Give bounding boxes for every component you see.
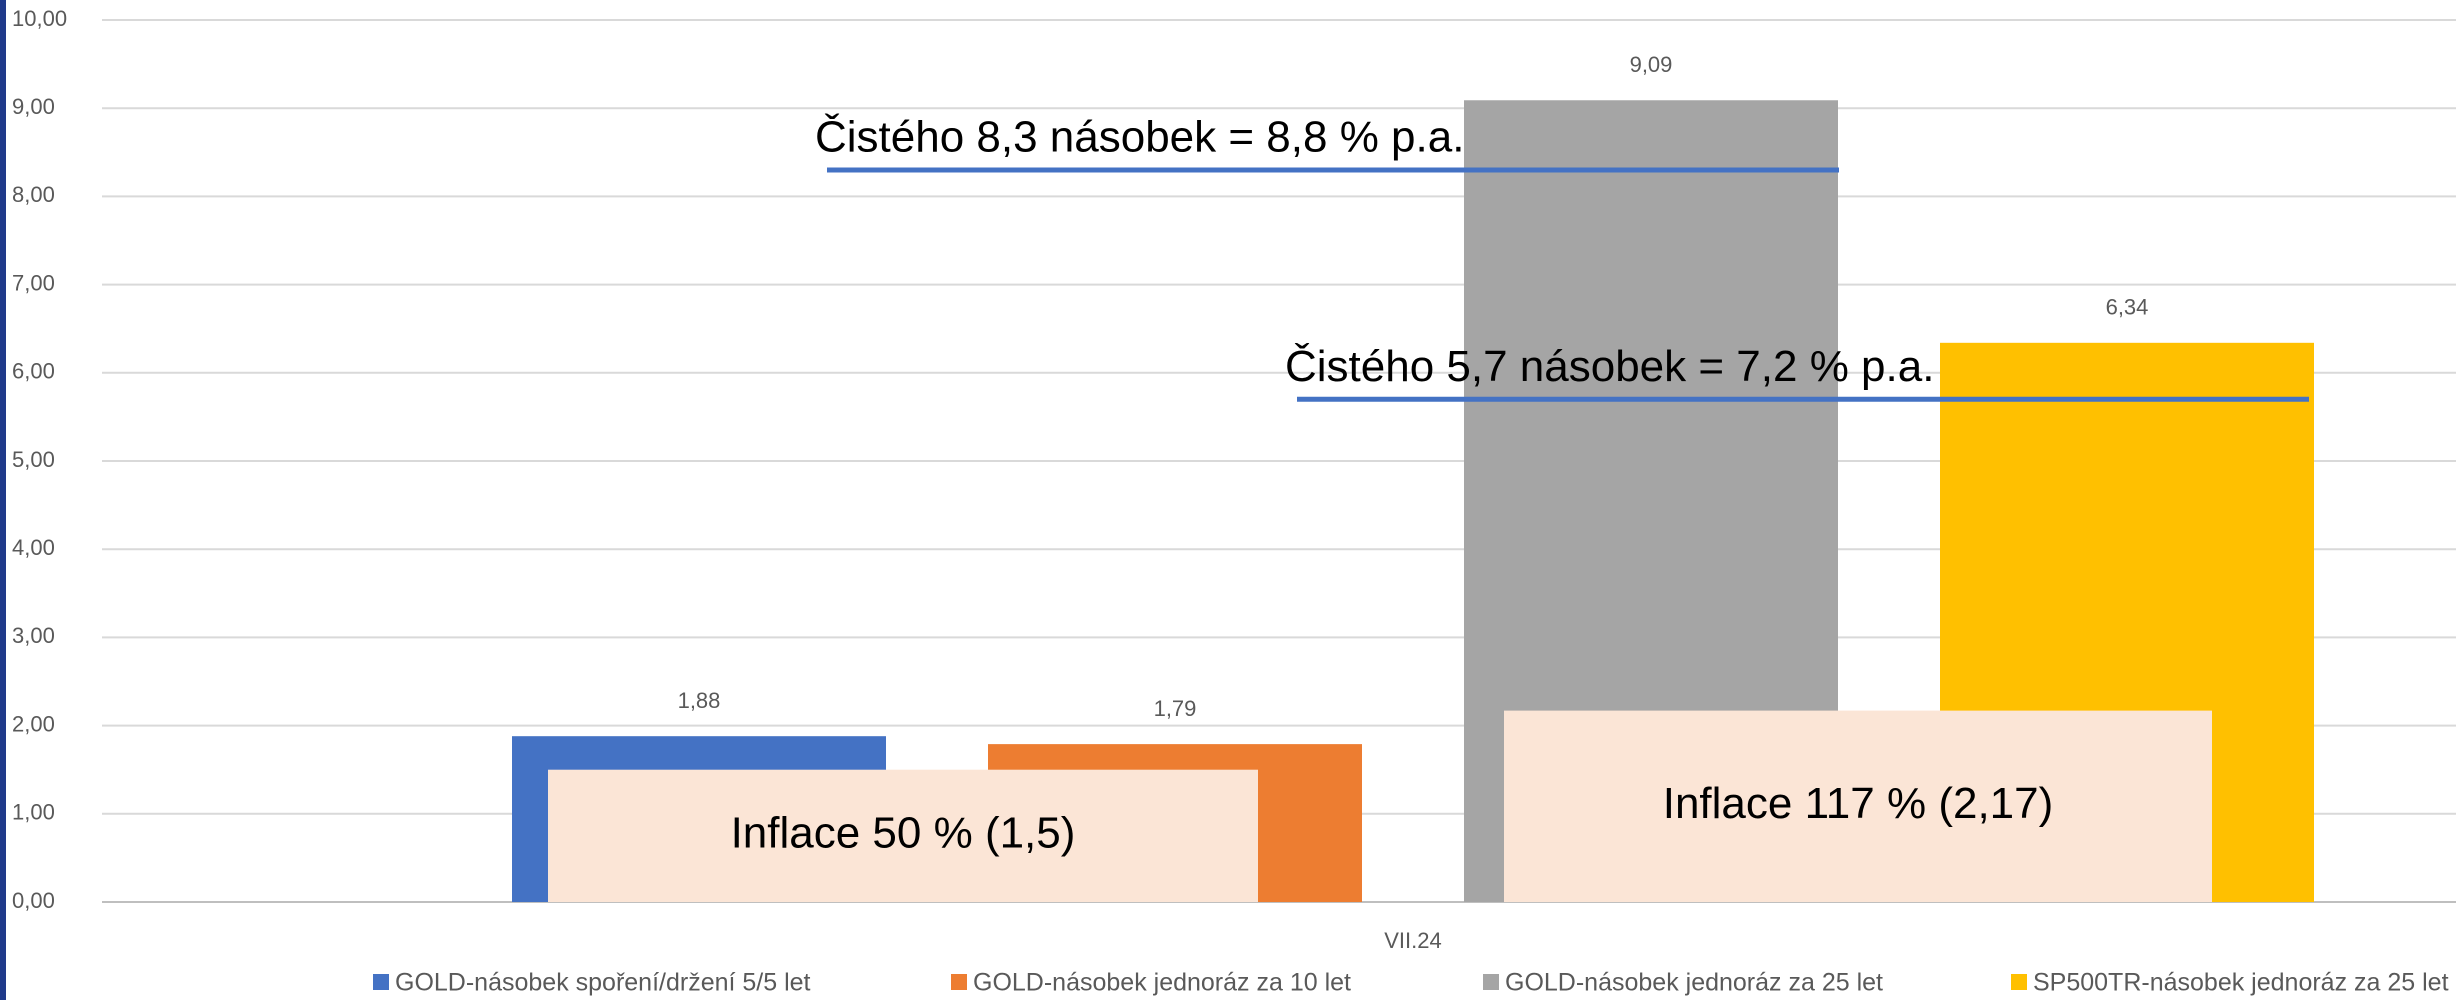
y-tick-label: 2,00 bbox=[12, 711, 55, 736]
y-tick-label: 8,00 bbox=[12, 182, 55, 207]
reference-label: Čistého 5,7 násobek = 7,2 % p.a. bbox=[1285, 341, 1934, 391]
inflation-label: Inflace 117 % (2,17) bbox=[1663, 779, 2054, 828]
y-tick-label: 4,00 bbox=[12, 535, 55, 560]
y-tick-label: 6,00 bbox=[12, 359, 55, 384]
legend-swatch bbox=[1483, 974, 1499, 990]
inflation-box bbox=[1504, 710, 2212, 902]
value-label: 6,34 bbox=[2106, 295, 2149, 320]
y-tick-label: 3,00 bbox=[12, 623, 55, 648]
legend-label: SP500TR-násobek jednoráz za 25 let bbox=[2033, 969, 2449, 997]
inflation-box bbox=[548, 769, 1258, 902]
y-tick-label: 10,00 bbox=[12, 6, 67, 31]
reference-label: Čistého 8,3 násobek = 8,8 % p.a. bbox=[815, 112, 1464, 162]
value-label: 1,88 bbox=[678, 688, 721, 713]
inflation-label: Inflace 50 % (1,5) bbox=[731, 808, 1076, 857]
y-tick-label: 1,00 bbox=[12, 800, 55, 825]
x-tick-label: VII.24 bbox=[1384, 928, 1441, 953]
value-label: 9,09 bbox=[1630, 52, 1673, 77]
y-tick-label: 0,00 bbox=[12, 888, 55, 913]
value-label: 1,79 bbox=[1154, 696, 1197, 721]
edge-strip bbox=[0, 0, 6, 1000]
y-tick-label: 5,00 bbox=[12, 447, 55, 472]
y-tick-label: 7,00 bbox=[12, 270, 55, 295]
legend-swatch bbox=[2011, 974, 2027, 990]
legend-label: GOLD-násobek jednoráz za 25 let bbox=[1505, 969, 1883, 997]
y-tick-label: 9,00 bbox=[12, 94, 55, 119]
legend-label: GOLD-násobek spoření/držení 5/5 let bbox=[395, 969, 811, 997]
legend-swatch bbox=[951, 974, 967, 990]
legend-label: GOLD-násobek jednoráz za 10 let bbox=[973, 969, 1351, 997]
legend-swatch bbox=[373, 974, 389, 990]
